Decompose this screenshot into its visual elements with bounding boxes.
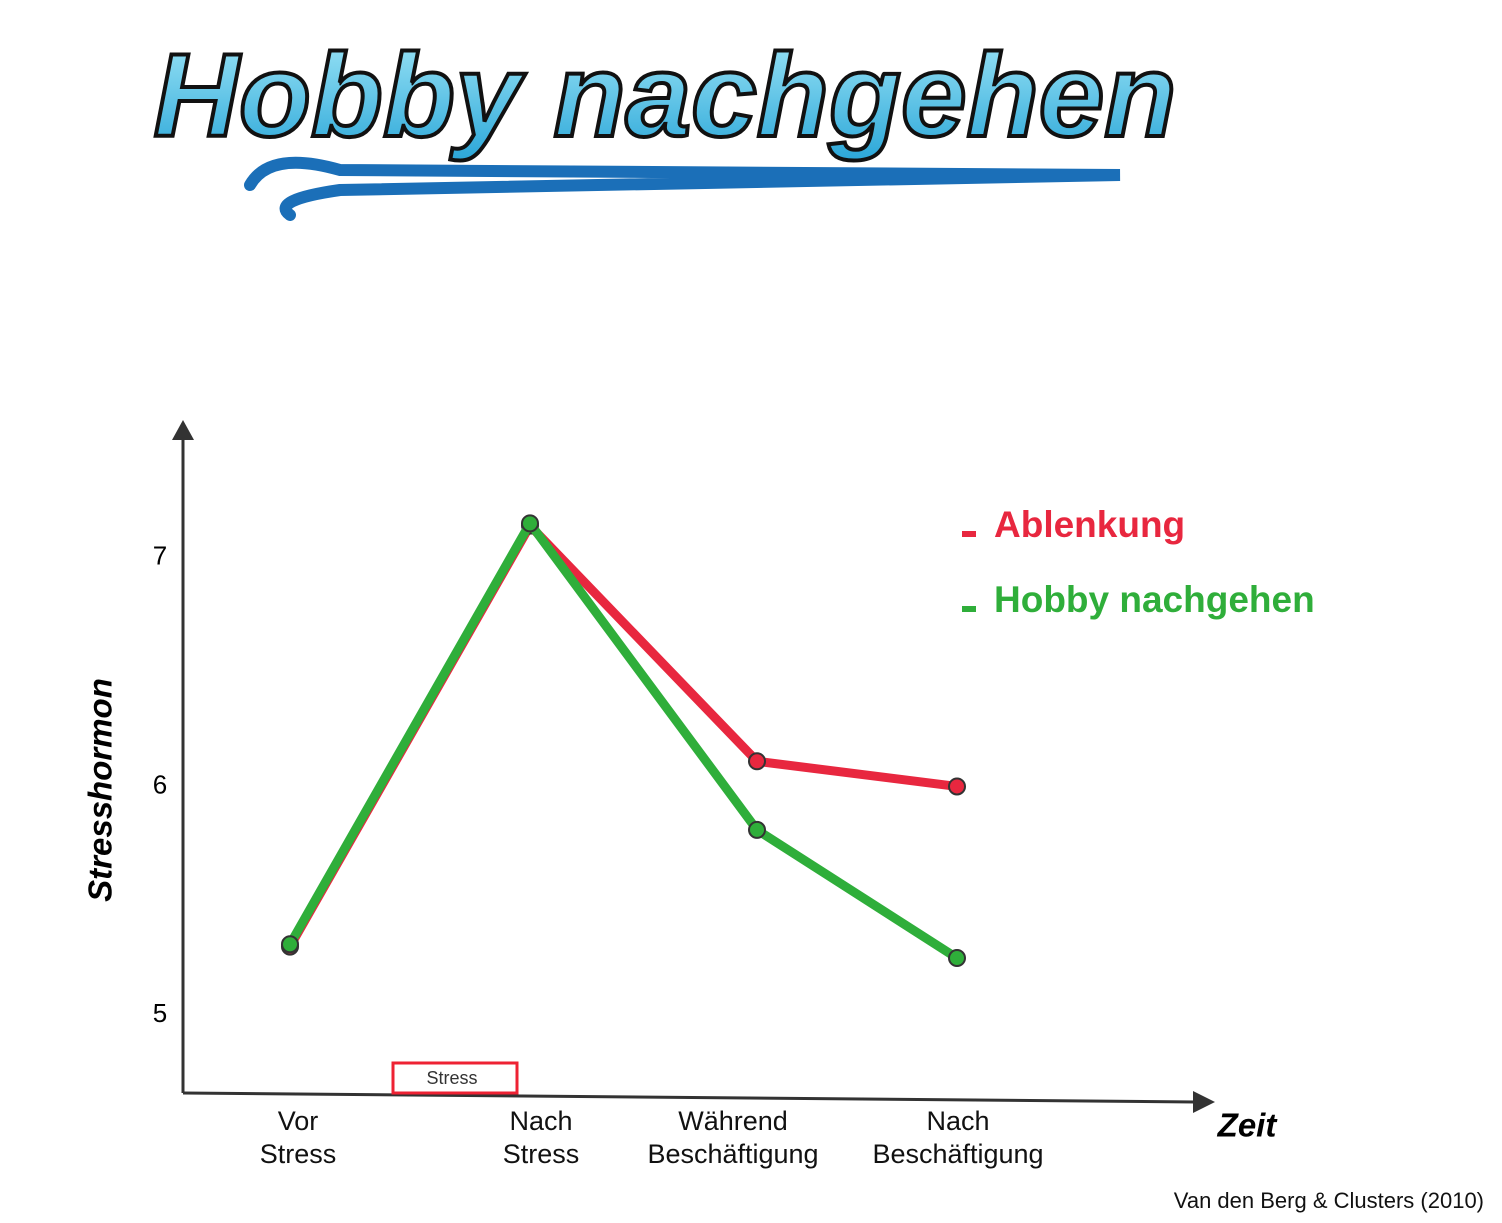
y-tick-label: 5	[153, 998, 167, 1028]
stress-box	[391, 1061, 519, 1095]
y-axis-label: Stresshormon	[82, 678, 119, 902]
data-point	[748, 752, 766, 771]
source: Van den Berg & Clusters (2010)	[1174, 1188, 1484, 1213]
series-line	[285, 518, 962, 963]
stress-annotation: Stress	[426, 1068, 477, 1088]
x-axis-label: Zeit	[1217, 1107, 1279, 1144]
data-point	[521, 514, 539, 533]
y-tick-label: 7	[153, 541, 167, 571]
legend-swatch	[962, 606, 976, 612]
y-axis-arrow	[172, 420, 194, 440]
x-tick-label: Vor Stress	[259, 1106, 337, 1169]
x-tick-label: Während Beschäftigung	[647, 1106, 819, 1169]
data-point	[948, 777, 966, 796]
data-point	[948, 949, 966, 968]
x-tick-label: Nach Beschäftigung	[872, 1106, 1044, 1169]
x-axis-arrow	[1193, 1091, 1215, 1113]
data-point	[281, 935, 299, 954]
legend-swatch	[962, 531, 976, 537]
legend-label: Ablenkung	[994, 504, 1185, 545]
x-tick-label: Nach Stress	[502, 1106, 580, 1169]
title-swash	[244, 156, 1121, 221]
chart-title: Hobby nachgehen	[154, 30, 1177, 162]
y-tick-label: 6	[153, 769, 167, 799]
x-axis	[182, 1091, 1196, 1104]
legend-label: Hobby nachgehen	[994, 579, 1315, 620]
series-line	[285, 521, 962, 952]
data-point	[748, 820, 766, 839]
